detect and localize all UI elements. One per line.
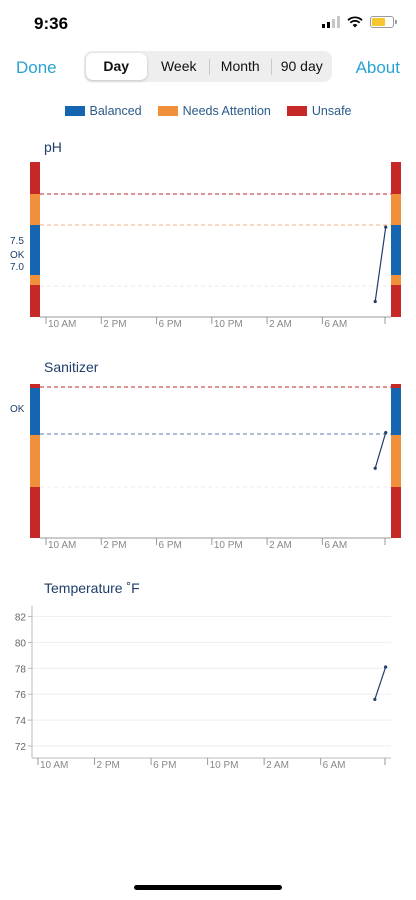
segment-day[interactable]: Day [86, 53, 147, 80]
y-tick-label: 74 [15, 716, 27, 727]
ph-point [384, 225, 388, 229]
wifi-icon [347, 16, 363, 28]
y-tick-label: 72 [15, 742, 27, 753]
legend-balanced: Balanced [64, 104, 142, 118]
temperature-y-axis: 82 80 78 76 74 72 [15, 613, 32, 753]
cellular-signal-icon [322, 16, 340, 28]
x-tick-label: 6 PM [159, 540, 182, 551]
battery-icon [370, 16, 397, 28]
legend-unsafe: Unsafe [286, 104, 352, 118]
segment-divider [209, 58, 210, 75]
x-tick-label: 10 AM [48, 540, 76, 551]
sanitizer-right-bands [391, 384, 401, 538]
x-tick-label: 6 PM [153, 760, 176, 771]
ph-chart: 7.5 OK 7.0 10 AM 2 PM 6 PM 10 PM 2 AM 6 AM [10, 162, 401, 330]
sanitizer-left-bands [30, 384, 40, 538]
sanitizer-point [373, 466, 377, 470]
status-bar: 9:36 [0, 0, 416, 48]
y-tick-label: 76 [15, 690, 27, 701]
time-range-segmented-control: Day Week Month 90 day [84, 51, 332, 82]
sanitizer-x-axis: 10 AM 2 PM 6 PM 10 PM 2 AM 6 AM [45, 538, 386, 551]
legend-needs-attention: Needs Attention [157, 104, 271, 118]
sanitizer-point [384, 431, 388, 435]
y-tick-label: 78 [15, 664, 27, 675]
ph-series [373, 225, 388, 304]
temperature-x-axis: 10 AM 2 PM 6 PM 10 PM 2 AM 6 AM [37, 758, 386, 771]
x-tick-label: 6 AM [324, 319, 347, 330]
temperature-chart: 82 80 78 76 74 72 10 AM 2 PM 6 PM 10 PM 2 AM 6 AM [15, 606, 391, 771]
x-tick-label: 10 PM [210, 760, 239, 771]
sanitizer-series [373, 431, 388, 470]
x-tick-label: 10 AM [40, 760, 68, 771]
x-tick-label: 2 AM [269, 319, 292, 330]
x-tick-label: 2 AM [266, 760, 289, 771]
temperature-point [384, 665, 388, 669]
ph-point [373, 299, 377, 304]
x-tick-label: 2 PM [103, 540, 126, 551]
x-tick-label: 2 AM [269, 540, 292, 551]
x-tick-label: 10 AM [48, 319, 76, 330]
sanitizer-chart-title: Sanitizer [44, 359, 99, 375]
temperature-line [374, 666, 387, 700]
temperature-point [373, 697, 377, 701]
legend-swatch-unsafe [286, 106, 307, 116]
sanitizer-line [374, 432, 387, 469]
ph-line [374, 227, 387, 302]
ph-axis-label-ok: OK [10, 250, 25, 261]
segment-month[interactable]: Month [220, 58, 260, 74]
legend-swatch-balanced [64, 106, 85, 116]
sanitizer-chart: OK 10 AM 2 PM 6 PM 10 PM 2 AM 6 AM [10, 384, 401, 551]
ph-chart-title: pH [44, 139, 62, 155]
ph-x-axis: 10 AM 2 PM 6 PM 10 PM 2 AM 6 AM [45, 317, 386, 330]
segment-90-day[interactable]: 90 day [280, 58, 323, 74]
legend: Balanced Needs Attention Unsafe [0, 104, 416, 118]
done-button[interactable]: Done [16, 58, 57, 77]
status-time: 9:36 [34, 14, 69, 33]
x-tick-label: 6 AM [324, 540, 347, 551]
x-tick-label: 10 PM [214, 540, 243, 551]
ph-axis-label-7-0: 7.0 [10, 262, 24, 273]
y-tick-label: 80 [15, 638, 27, 649]
legend-label: Balanced [89, 104, 142, 118]
segment-divider [270, 58, 272, 75]
temperature-chart-title: Temperature ˚F [44, 580, 140, 596]
nav-bar: Done Day Week Month 90 day About [0, 50, 416, 84]
ph-left-bands [30, 162, 40, 317]
about-button[interactable]: About [355, 58, 400, 77]
legend-label: Unsafe [311, 104, 352, 118]
segment-week[interactable]: Week [160, 58, 197, 74]
temperature-series [373, 665, 388, 701]
x-tick-label: 2 PM [103, 319, 126, 330]
sanitizer-axis-label-ok: OK [10, 404, 25, 415]
temperature-gridlines [32, 616, 391, 747]
x-tick-label: 6 PM [159, 319, 182, 330]
home-indicator [134, 885, 282, 890]
x-tick-label: 10 PM [214, 319, 243, 330]
status-icons [322, 16, 397, 28]
legend-swatch-needs-attention [157, 106, 178, 116]
y-tick-label: 82 [15, 613, 27, 624]
ph-axis-label-7-5: 7.5 [10, 236, 24, 247]
ph-right-bands [391, 162, 401, 317]
x-tick-label: 2 PM [97, 760, 120, 771]
x-tick-label: 6 AM [323, 760, 346, 771]
legend-label: Needs Attention [182, 104, 271, 118]
